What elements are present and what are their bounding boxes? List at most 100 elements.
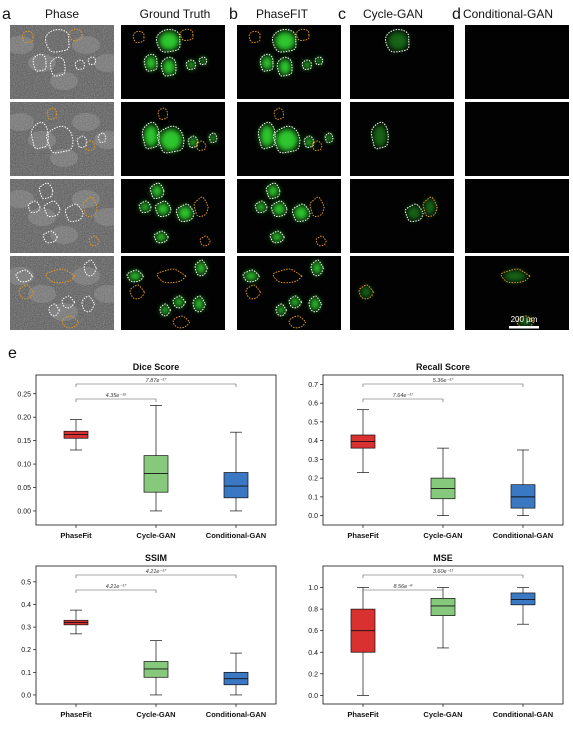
significance-bracket bbox=[75, 398, 157, 402]
cell-outline-white bbox=[404, 203, 424, 222]
cell-outline-white bbox=[154, 200, 172, 218]
y-tick-label: 0.4 bbox=[21, 602, 31, 609]
fluorescence-background bbox=[350, 102, 454, 176]
category-label: PhaseFit bbox=[60, 531, 92, 540]
image-tile-conditional-gan-row-3 bbox=[465, 179, 569, 253]
phase-image-texture bbox=[10, 102, 114, 176]
cell-outline-orange bbox=[295, 28, 310, 42]
box-phasefit bbox=[350, 587, 376, 696]
cell-outline-white bbox=[38, 182, 54, 200]
fluorescence-signal bbox=[278, 59, 292, 75]
y-tick-label: 0.4 bbox=[308, 438, 318, 445]
image-tile-conditional-gan-row-1 bbox=[465, 25, 569, 99]
fluorescence-background bbox=[121, 179, 225, 253]
category-label: PhaseFit bbox=[60, 710, 92, 719]
image-tile-ground-truth-row-3 bbox=[121, 179, 225, 253]
fluorescence-signal bbox=[145, 55, 157, 71]
fluorescence-signal bbox=[209, 134, 217, 142]
image-tile-conditional-gan-row-2 bbox=[465, 102, 569, 176]
fluorescence-signal bbox=[267, 184, 279, 198]
box-cycle-gan bbox=[430, 587, 456, 649]
cell-outline-orange bbox=[84, 140, 96, 152]
cell-outline-white bbox=[83, 259, 97, 277]
cell-outline-white bbox=[30, 121, 49, 150]
cell-outline-orange bbox=[179, 28, 194, 42]
box-conditional-gan bbox=[510, 587, 536, 625]
p-value-label: 3.60e⁻¹¹ bbox=[433, 569, 453, 575]
cell-outline-orange bbox=[309, 196, 325, 218]
phase-texture-patch bbox=[28, 54, 56, 72]
cell-outline-orange bbox=[245, 284, 262, 300]
box-body bbox=[143, 661, 169, 678]
category-label: Cycle-GAN bbox=[136, 710, 175, 719]
cell-outline-orange bbox=[68, 28, 83, 42]
box-plot-ssim: SSIM 0.0 0.1 0.2 0.3 0.4 0.5 PhaseFit Cycle-GAN C… bbox=[21, 553, 277, 719]
image-tile-ground-truth-row-2 bbox=[121, 102, 225, 176]
y-tick-label: 0.8 bbox=[308, 607, 318, 614]
cell-outline-white bbox=[153, 230, 169, 244]
image-tile-cycle-gan-row-3 bbox=[350, 179, 454, 253]
cell-outline-white bbox=[308, 295, 323, 313]
column-header-conditional-gan: Conditional-GAN bbox=[463, 7, 553, 21]
cell-outline-orange bbox=[500, 268, 531, 284]
phase-texture-patch bbox=[28, 208, 56, 226]
cell-outline-white bbox=[42, 230, 58, 244]
image-tile-ground-truth-row-4 bbox=[121, 256, 225, 330]
box-conditional-gan bbox=[223, 431, 249, 512]
cell-outline-white bbox=[157, 125, 185, 154]
column-header-cycle-gan: Cycle-GAN bbox=[363, 7, 423, 21]
cell-outline-orange bbox=[46, 107, 58, 120]
image-tile-phasefit-row-3 bbox=[237, 179, 341, 253]
cell-outline-white bbox=[259, 53, 274, 72]
y-tick-label: 0.0 bbox=[21, 692, 31, 699]
fluorescence-signal bbox=[261, 55, 273, 71]
box-plot-recall-score: Recall Score 0.0 0.1 0.2 0.3 0.4 0.5 0.6 0.7 Phas… bbox=[308, 362, 564, 540]
phase-texture-patch bbox=[94, 131, 114, 149]
image-tile-phasefit-row-2 bbox=[237, 102, 341, 176]
phase-texture-patch bbox=[10, 113, 34, 131]
box-phasefit bbox=[63, 609, 89, 635]
cell-outline-white bbox=[385, 29, 410, 53]
chart-title: Recall Score bbox=[416, 362, 470, 372]
cell-outline-white bbox=[272, 29, 297, 53]
y-tick-label: 0.20 bbox=[17, 415, 31, 422]
box-body bbox=[510, 592, 536, 606]
p-value-label: 7.87e⁻¹⁷ bbox=[146, 377, 167, 384]
cell-outline-white bbox=[32, 53, 47, 72]
microscopy-image-grid bbox=[10, 25, 569, 330]
panel-letter-e: e bbox=[8, 345, 17, 362]
cell-outline-white bbox=[288, 295, 303, 309]
category-label: Cycle-GAN bbox=[136, 531, 175, 540]
fluorescence-background bbox=[121, 256, 225, 330]
p-value-label: 7.64e⁻¹⁷ bbox=[393, 392, 414, 399]
y-tick-label: 0.4 bbox=[308, 650, 318, 657]
cell-outline-white bbox=[324, 132, 334, 144]
phase-image-texture bbox=[10, 179, 114, 253]
box-phasefit bbox=[350, 409, 376, 473]
cell-outline-white bbox=[370, 121, 389, 150]
image-tile-phasefit-row-4 bbox=[237, 256, 341, 330]
y-tick-label: 0.00 bbox=[17, 508, 31, 515]
cell-outline-orange bbox=[248, 30, 261, 44]
chart-title: Dice Score bbox=[133, 362, 180, 372]
box-body bbox=[430, 597, 456, 616]
cell-outline-white bbox=[208, 132, 218, 144]
image-tile-phase-row-4 bbox=[10, 256, 114, 330]
p-value-label: 4.21e⁻¹⁷ bbox=[146, 568, 167, 575]
significance-bracket bbox=[75, 589, 157, 593]
box-plot-dice-score: Dice Score 0.00 0.05 0.10 0.15 0.20 0.25 PhaseF… bbox=[17, 362, 277, 540]
p-value-label: 4.35e⁻¹⁵ bbox=[106, 392, 127, 399]
category-label: PhaseFit bbox=[347, 710, 379, 719]
y-tick-label: 0.0 bbox=[308, 693, 318, 700]
fluorescence-background bbox=[237, 179, 341, 253]
image-tile-ground-truth-row-1 bbox=[121, 25, 225, 99]
cell-outline-white bbox=[185, 59, 196, 71]
image-tile-cycle-gan-row-2 bbox=[350, 102, 454, 176]
cell-outline-orange bbox=[358, 284, 375, 300]
panel-letter-c: c bbox=[338, 6, 346, 23]
cell-outline-white bbox=[43, 200, 61, 218]
cell-outline-white bbox=[149, 182, 165, 200]
y-tick-label: 0.05 bbox=[17, 485, 31, 492]
cell-outline-white bbox=[265, 182, 281, 200]
